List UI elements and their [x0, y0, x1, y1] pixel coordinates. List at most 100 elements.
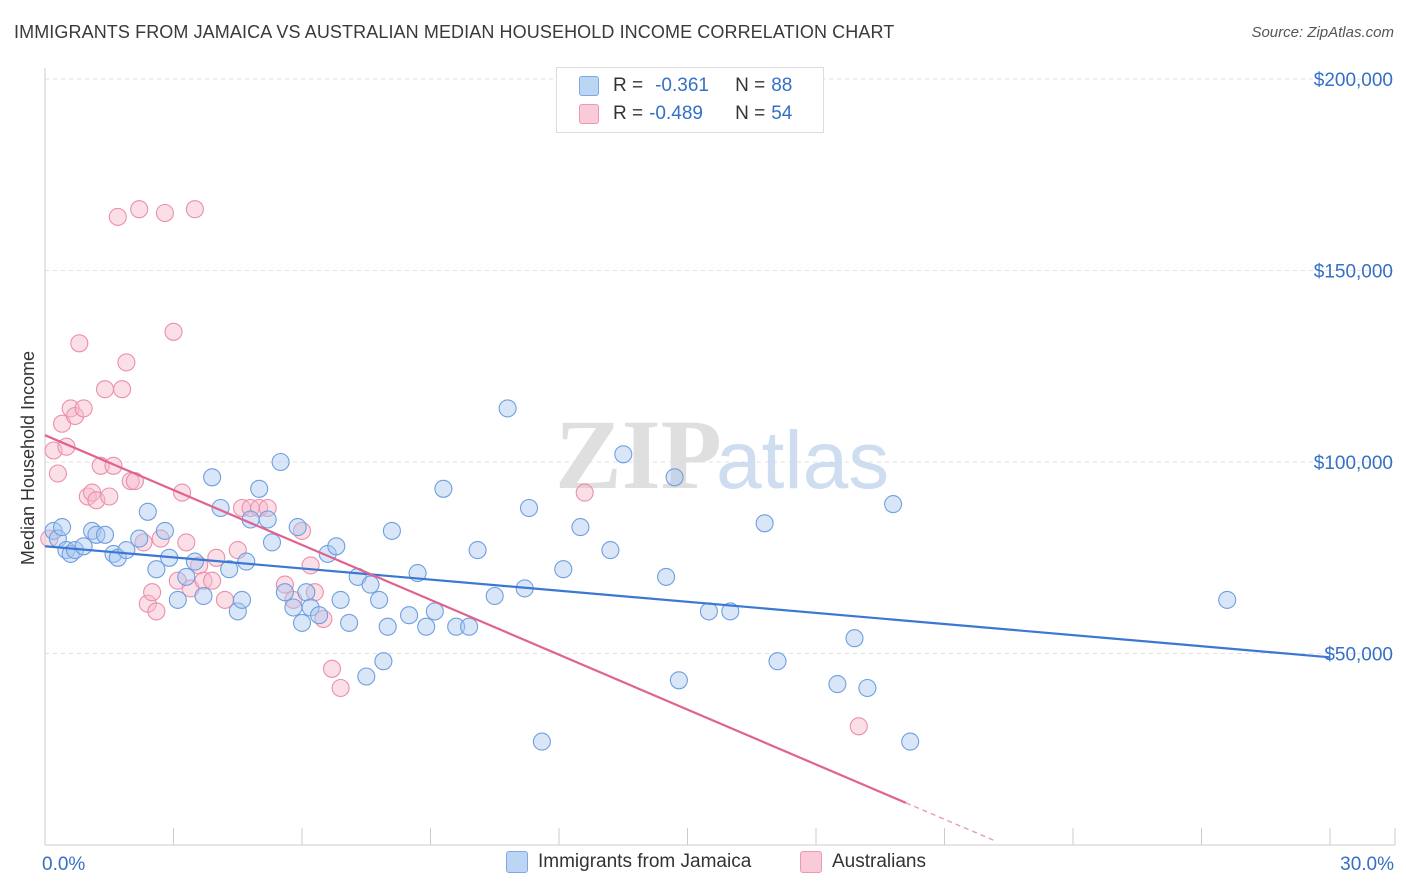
- point-jamaica: [425, 602, 444, 621]
- point-jamaica: [297, 583, 316, 602]
- y-tick-label: $100,000: [1314, 453, 1393, 474]
- point-jamaica: [340, 613, 359, 632]
- point-jamaica: [468, 541, 487, 560]
- point-australians: [301, 556, 320, 575]
- point-jamaica: [258, 510, 277, 529]
- point-jamaica: [194, 586, 213, 606]
- point-australians: [203, 571, 222, 590]
- point-australians: [74, 399, 93, 418]
- point-jamaica: [271, 452, 290, 472]
- point-jamaica: [370, 590, 389, 609]
- point-jamaica: [614, 445, 633, 464]
- point-jamaica: [292, 613, 312, 632]
- y-tick-labels: $50,000 $100,000 $150,000 $200,000: [1314, 70, 1393, 666]
- point-jamaica: [155, 521, 174, 540]
- chart-title: IMMIGRANTS FROM JAMAICA VS AUSTRALIAN ME…: [14, 22, 895, 42]
- x-tick-label: 30.0%: [1340, 854, 1394, 875]
- point-jamaica: [177, 567, 196, 586]
- point-jamaica: [382, 521, 401, 540]
- point-jamaica: [768, 652, 787, 671]
- legend-swatch-australians: [800, 851, 822, 873]
- point-australians: [95, 380, 115, 399]
- point-jamaica: [327, 537, 346, 556]
- n-value: 88: [771, 75, 793, 96]
- legend-item-australians[interactable]: Australians: [800, 851, 926, 873]
- point-australians: [117, 353, 136, 372]
- axes: [44, 68, 1396, 846]
- source-label: Source: ZipAtlas.com: [1251, 24, 1394, 41]
- point-australians: [130, 200, 149, 219]
- point-australians: [100, 487, 119, 506]
- point-australians: [849, 717, 868, 736]
- point-jamaica: [185, 552, 204, 571]
- stats-swatch-australians: [579, 104, 599, 124]
- point-australians: [164, 322, 183, 341]
- x-tick-labels: 0.0% 30.0%: [42, 854, 1394, 875]
- point-jamaica: [485, 586, 504, 606]
- point-jamaica: [203, 468, 222, 487]
- x-tick-label: 0.0%: [42, 854, 85, 875]
- watermark-zip: ZIP: [555, 399, 722, 510]
- point-jamaica: [519, 498, 539, 518]
- point-jamaica: [1218, 590, 1237, 609]
- point-jamaica: [288, 518, 307, 537]
- r-label: R =: [613, 103, 644, 124]
- point-australians: [143, 583, 162, 602]
- point-jamaica: [665, 468, 684, 487]
- y-tick-label: $150,000: [1314, 262, 1393, 283]
- n-value: 54: [771, 103, 793, 124]
- stats-row-australians: R = -0.489 N = 54: [579, 100, 792, 128]
- trend-line-australians-extension: [905, 802, 997, 842]
- point-jamaica: [361, 575, 380, 594]
- point-australians: [177, 533, 196, 552]
- r-label: R =: [613, 75, 644, 96]
- legend-item-jamaica[interactable]: Immigrants from Jamaica: [506, 851, 751, 873]
- point-jamaica: [378, 617, 397, 636]
- r-value: -0.489: [649, 103, 703, 124]
- point-australians: [48, 464, 67, 483]
- point-jamaica: [237, 552, 256, 571]
- n-label: N =: [735, 75, 766, 96]
- point-jamaica: [262, 533, 282, 552]
- point-jamaica: [901, 732, 920, 751]
- point-jamaica: [699, 602, 718, 621]
- watermark: ZIP atlas: [555, 399, 889, 510]
- point-jamaica: [828, 675, 847, 694]
- series-legend: Immigrants from Jamaica Australians: [0, 851, 1406, 877]
- y-tick-label: $50,000: [1324, 645, 1393, 666]
- point-jamaica: [498, 399, 517, 418]
- r-value: -0.361: [655, 75, 709, 96]
- stats-row-jamaica: R = -0.361 N = 88: [579, 72, 792, 100]
- point-jamaica: [374, 652, 393, 671]
- legend-swatch-jamaica: [506, 851, 528, 873]
- point-jamaica: [601, 541, 620, 560]
- point-jamaica: [53, 518, 72, 537]
- point-jamaica: [331, 590, 350, 609]
- point-australians: [147, 602, 166, 621]
- legend-label-jamaica: Immigrants from Jamaica: [538, 851, 752, 872]
- point-jamaica: [532, 732, 551, 751]
- point-jamaica: [275, 583, 294, 602]
- point-jamaica: [220, 560, 239, 579]
- y-axis-label: Median Household Income: [18, 351, 38, 565]
- point-jamaica: [138, 502, 157, 521]
- point-jamaica: [447, 617, 466, 636]
- point-jamaica: [232, 590, 252, 609]
- point-jamaica: [310, 606, 329, 625]
- watermark-atlas: atlas: [716, 415, 889, 506]
- trend-line-jamaica: [44, 545, 1331, 659]
- n-label: N =: [735, 103, 766, 124]
- point-australians: [108, 207, 127, 226]
- point-jamaica: [417, 617, 436, 636]
- point-australians: [575, 483, 594, 502]
- point-jamaica: [147, 560, 166, 579]
- point-jamaica: [554, 560, 573, 579]
- point-jamaica: [400, 606, 419, 625]
- point-australians: [185, 200, 204, 219]
- stats-swatch-jamaica: [579, 76, 599, 96]
- stats-legend: R = -0.361 N = 88 R = -0.489 N = 54: [556, 67, 824, 133]
- point-jamaica: [434, 479, 453, 498]
- point-jamaica: [858, 678, 877, 698]
- point-jamaica: [669, 671, 688, 690]
- point-jamaica: [284, 598, 303, 617]
